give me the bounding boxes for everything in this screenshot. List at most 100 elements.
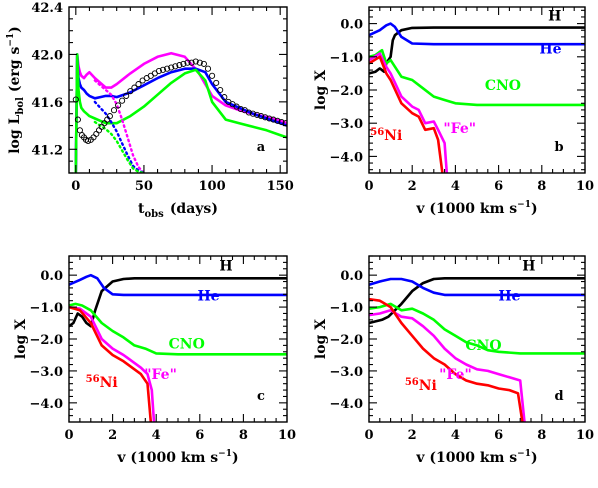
y-tick-label: 41.2 bbox=[31, 143, 63, 158]
x-tick-label: 6 bbox=[195, 428, 204, 443]
data-point bbox=[200, 60, 207, 67]
y-axis-label: log X bbox=[313, 70, 329, 110]
series-line-c-0 bbox=[69, 276, 287, 328]
plot-frame-b bbox=[368, 6, 586, 174]
x-tick-label: 6 bbox=[494, 179, 503, 194]
data-point bbox=[110, 107, 118, 114]
series-line-d-2 bbox=[369, 302, 585, 355]
data-point bbox=[262, 114, 269, 121]
y-tick-label: −3.0 bbox=[29, 365, 63, 380]
panel-letter: d bbox=[554, 389, 563, 404]
x-tick-label: 8 bbox=[537, 179, 546, 194]
x-tick-label: 8 bbox=[239, 428, 248, 443]
x-tick-label: 4 bbox=[451, 179, 460, 194]
data-point bbox=[270, 116, 277, 123]
x-tick-label: 8 bbox=[537, 428, 546, 443]
data-point bbox=[180, 60, 187, 67]
y-axis-label: log X bbox=[313, 319, 329, 359]
data-point bbox=[278, 118, 285, 126]
data-point bbox=[204, 65, 212, 72]
y-tick-label: 0.0 bbox=[340, 269, 363, 284]
data-point bbox=[266, 115, 273, 122]
data-point bbox=[196, 59, 203, 66]
data-point bbox=[135, 81, 142, 88]
series-line-b-4 bbox=[369, 55, 444, 173]
data-point bbox=[93, 130, 100, 137]
x-axis-label: tobs (days) bbox=[138, 201, 218, 220]
x-tick-label: 10 bbox=[576, 179, 594, 194]
data-point bbox=[115, 102, 122, 109]
x-tick-label: 50 bbox=[135, 179, 153, 194]
x-tick-label: 0 bbox=[71, 179, 80, 194]
x-tick-label: 0 bbox=[64, 428, 73, 443]
data-point bbox=[127, 88, 134, 95]
y-tick-label: 42.4 bbox=[31, 1, 63, 16]
y-axis-label: log X bbox=[13, 319, 29, 359]
series-label: 56Ni bbox=[86, 374, 118, 391]
series-label: "Fe" bbox=[443, 121, 476, 137]
panel-c: 0 2 4 6 8 10 0.0 −1.0 −2.0 −3.0 −4.0 v (1000 km s−1… bbox=[13, 255, 296, 466]
series-label: 56Ni bbox=[370, 127, 402, 144]
series-line-d-0 bbox=[369, 276, 585, 325]
data-point bbox=[253, 111, 261, 118]
x-axis-label: v (1000 km s−1) bbox=[415, 449, 537, 466]
data-point bbox=[159, 66, 167, 73]
series-label: H bbox=[219, 258, 232, 274]
x-tick-label: 150 bbox=[267, 179, 294, 194]
plot-area-d bbox=[369, 276, 585, 422]
panel-d: 0 2 4 6 8 10 0.0 −1.0 −2.0 −3.0 −4.0 v (1000 km s−1… bbox=[313, 255, 594, 466]
data-point bbox=[74, 116, 81, 123]
data-point bbox=[274, 117, 281, 124]
series-line-b-0 bbox=[369, 26, 585, 75]
x-tick-label: 4 bbox=[152, 428, 161, 443]
series-label: "Fe" bbox=[144, 367, 177, 383]
y-tick-label: 0.0 bbox=[40, 269, 63, 284]
y-tick-label: −1.0 bbox=[29, 301, 63, 316]
x-tick-label: 2 bbox=[408, 428, 417, 443]
series-line-d-1 bbox=[369, 277, 585, 297]
panel-letter: a bbox=[257, 140, 266, 155]
data-point bbox=[176, 62, 183, 69]
series-label: He bbox=[197, 289, 219, 305]
y-tick-label: −1.0 bbox=[329, 51, 363, 66]
data-point bbox=[184, 59, 191, 66]
plot-area-b bbox=[369, 22, 585, 173]
series-label: H bbox=[522, 258, 535, 274]
series-line-a-5 bbox=[93, 120, 146, 173]
series-label: He bbox=[498, 289, 520, 305]
data-point bbox=[221, 94, 228, 101]
panel-letter: c bbox=[257, 389, 265, 404]
y-tick-label: −2.0 bbox=[29, 333, 63, 348]
data-point bbox=[258, 113, 265, 120]
series-line-b-1 bbox=[369, 22, 585, 46]
y-tick-label: −2.0 bbox=[329, 84, 363, 99]
series-label: CNO bbox=[485, 78, 521, 94]
data-point bbox=[164, 65, 171, 72]
plot-area-c bbox=[69, 273, 287, 422]
panel-a: 0 50 100 150 41.2 41.6 42.0 42.4 tobs (days) log L… bbox=[6, 1, 294, 220]
y-tick-label: −3.0 bbox=[329, 365, 363, 380]
y-tick-label: −4.0 bbox=[329, 397, 363, 412]
series-line-c-2 bbox=[69, 302, 287, 356]
panel-letter: b bbox=[554, 140, 563, 155]
data-point bbox=[188, 59, 195, 66]
plot-frame-a bbox=[68, 6, 288, 174]
series-line-a-4 bbox=[93, 100, 146, 173]
series-line-a-2 bbox=[74, 53, 287, 173]
data-point bbox=[245, 109, 252, 116]
x-axis-label: v (1000 km s−1) bbox=[415, 200, 537, 217]
series-label: CNO bbox=[465, 338, 501, 354]
y-tick-label: −3.0 bbox=[329, 117, 363, 132]
series-line-a-3 bbox=[93, 79, 146, 173]
series-line-b-3 bbox=[369, 52, 449, 173]
series-line-c-1 bbox=[69, 273, 287, 297]
plot-area-a bbox=[72, 51, 287, 173]
data-point bbox=[95, 127, 103, 134]
data-point bbox=[209, 72, 216, 79]
x-tick-label: 0 bbox=[364, 428, 373, 443]
data-point bbox=[217, 86, 224, 94]
series-label: CNO bbox=[169, 337, 205, 353]
x-tick-label: 2 bbox=[108, 428, 117, 443]
data-point bbox=[172, 63, 179, 70]
